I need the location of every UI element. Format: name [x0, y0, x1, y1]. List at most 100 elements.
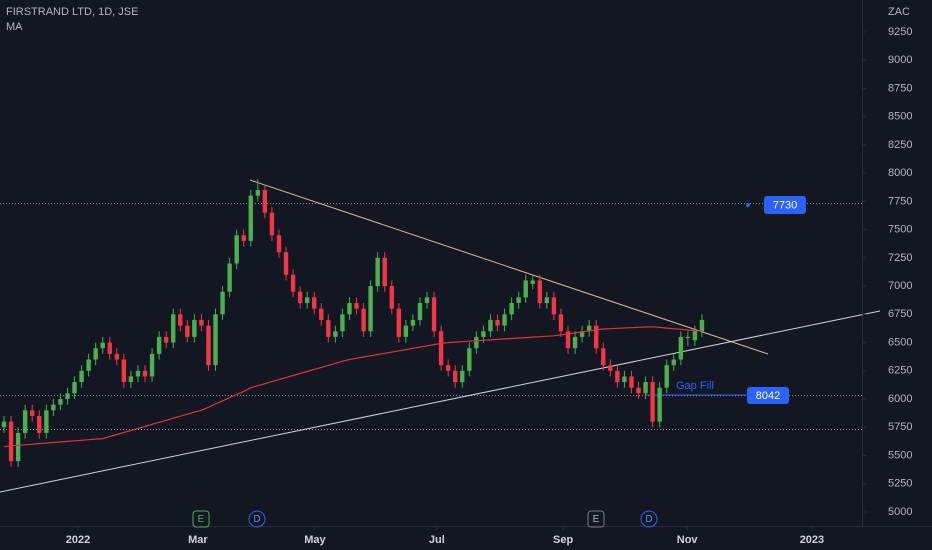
- gap-fill-text: Gap Fill: [676, 380, 714, 392]
- indicator-name: MA: [6, 21, 23, 33]
- candle-body: [149, 353, 155, 377]
- candle-body: [410, 319, 416, 326]
- y-tick-label: 9000: [888, 54, 912, 66]
- candle-body: [199, 319, 204, 326]
- event-icon[interactable]: [587, 510, 605, 528]
- x-tick-label: Jul: [429, 534, 445, 546]
- candle-body: [361, 308, 366, 332]
- candle-body: [79, 370, 84, 383]
- candle-body: [185, 325, 190, 337]
- candle-body: [241, 235, 246, 241]
- candle-body: [650, 382, 655, 422]
- candle-body: [474, 336, 479, 349]
- y-tick-label: 7750: [888, 195, 912, 207]
- candle-body: [586, 325, 592, 332]
- candle-body: [488, 319, 493, 332]
- candle-body: [438, 331, 444, 366]
- candle-body: [594, 325, 599, 349]
- y-tick-label: 7500: [888, 224, 912, 236]
- candle-body: [178, 314, 183, 326]
- candle-body: [678, 336, 684, 360]
- candle-body: [516, 297, 521, 304]
- x-tick-label: Nov: [677, 534, 699, 546]
- candle-body: [424, 297, 430, 304]
- candle-body: [354, 303, 359, 309]
- candle-body: [121, 359, 127, 383]
- candle-body: [171, 314, 176, 343]
- alert-label: 7730: [773, 199, 797, 211]
- candle-body: [375, 257, 380, 287]
- gap-fill-box: [747, 387, 789, 404]
- moving-average: [3, 326, 703, 448]
- candle-body: [22, 410, 28, 433]
- candle-body: [319, 308, 324, 320]
- candle-body: [276, 235, 282, 253]
- candle-body: [30, 410, 35, 416]
- event-label[interactable]: D: [645, 514, 652, 525]
- candle-body: [396, 308, 402, 337]
- candle-body: [234, 235, 239, 264]
- candle-body: [495, 319, 500, 326]
- candle-body: [460, 370, 465, 383]
- candle-body: [622, 376, 627, 383]
- candle-body: [1, 421, 7, 428]
- y-tick-label: 8250: [888, 139, 912, 151]
- candle-body: [551, 297, 557, 315]
- candle-body: [107, 342, 112, 354]
- candle-body: [114, 353, 120, 360]
- candle-body: [128, 376, 134, 383]
- y-tick-label: 5250: [888, 478, 912, 490]
- candle-body: [262, 190, 268, 213]
- candle-body: [692, 331, 698, 341]
- y-tick-label: 5000: [888, 506, 912, 518]
- y-tick-label: 7000: [888, 280, 912, 292]
- candle-body: [340, 314, 345, 332]
- candle-body: [699, 319, 705, 332]
- candle-body: [248, 195, 253, 241]
- candle-body: [213, 314, 218, 366]
- candle-body: [417, 303, 423, 320]
- candle-body: [481, 331, 486, 337]
- candle-body: [643, 382, 648, 394]
- candle-body: [671, 359, 676, 366]
- event-label[interactable]: E: [593, 514, 600, 525]
- y-tick-label: 6000: [888, 393, 912, 405]
- candle-body: [206, 325, 211, 366]
- candle-body: [530, 280, 535, 284]
- candle-body: [608, 365, 613, 371]
- candle-body: [565, 331, 571, 349]
- candle-body: [163, 336, 169, 343]
- candle-body: [283, 252, 289, 275]
- candle-body: [523, 280, 528, 298]
- event-label[interactable]: E: [198, 514, 205, 525]
- candle-body: [509, 303, 514, 315]
- candle-body: [326, 319, 331, 337]
- candle-body: [8, 421, 14, 462]
- candle-body: [44, 410, 49, 433]
- event-icon[interactable]: [248, 510, 266, 528]
- y-tick-label: 5750: [888, 421, 912, 433]
- candle-body: [382, 257, 387, 287]
- event-icon[interactable]: [192, 510, 210, 528]
- y-tick-label: 8000: [888, 167, 912, 179]
- resistance-trendline: [249, 179, 769, 355]
- candle-body: [142, 370, 148, 377]
- gap-fill-label: 8042: [756, 390, 780, 402]
- candle-body: [453, 370, 458, 383]
- candle-body: [615, 370, 620, 383]
- candle-body: [333, 331, 338, 337]
- candle-body: [572, 336, 578, 349]
- candle-body: [403, 325, 409, 337]
- event-label[interactable]: D: [253, 514, 260, 525]
- candle-body: [220, 291, 225, 315]
- candle-body: [297, 291, 303, 304]
- event-icon[interactable]: [640, 510, 658, 528]
- candle-body: [227, 263, 232, 292]
- support-trendline: [0, 310, 881, 493]
- y-tick-label: 9250: [888, 26, 912, 38]
- candle-body: [86, 359, 91, 371]
- y-tick-label: 8500: [888, 111, 912, 123]
- candle-body: [58, 399, 63, 405]
- x-tick-label: Mar: [188, 534, 208, 546]
- candle-body: [657, 387, 662, 422]
